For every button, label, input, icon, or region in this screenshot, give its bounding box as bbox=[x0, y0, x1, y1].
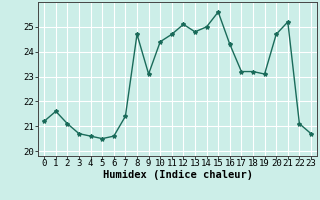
X-axis label: Humidex (Indice chaleur): Humidex (Indice chaleur) bbox=[103, 170, 252, 180]
